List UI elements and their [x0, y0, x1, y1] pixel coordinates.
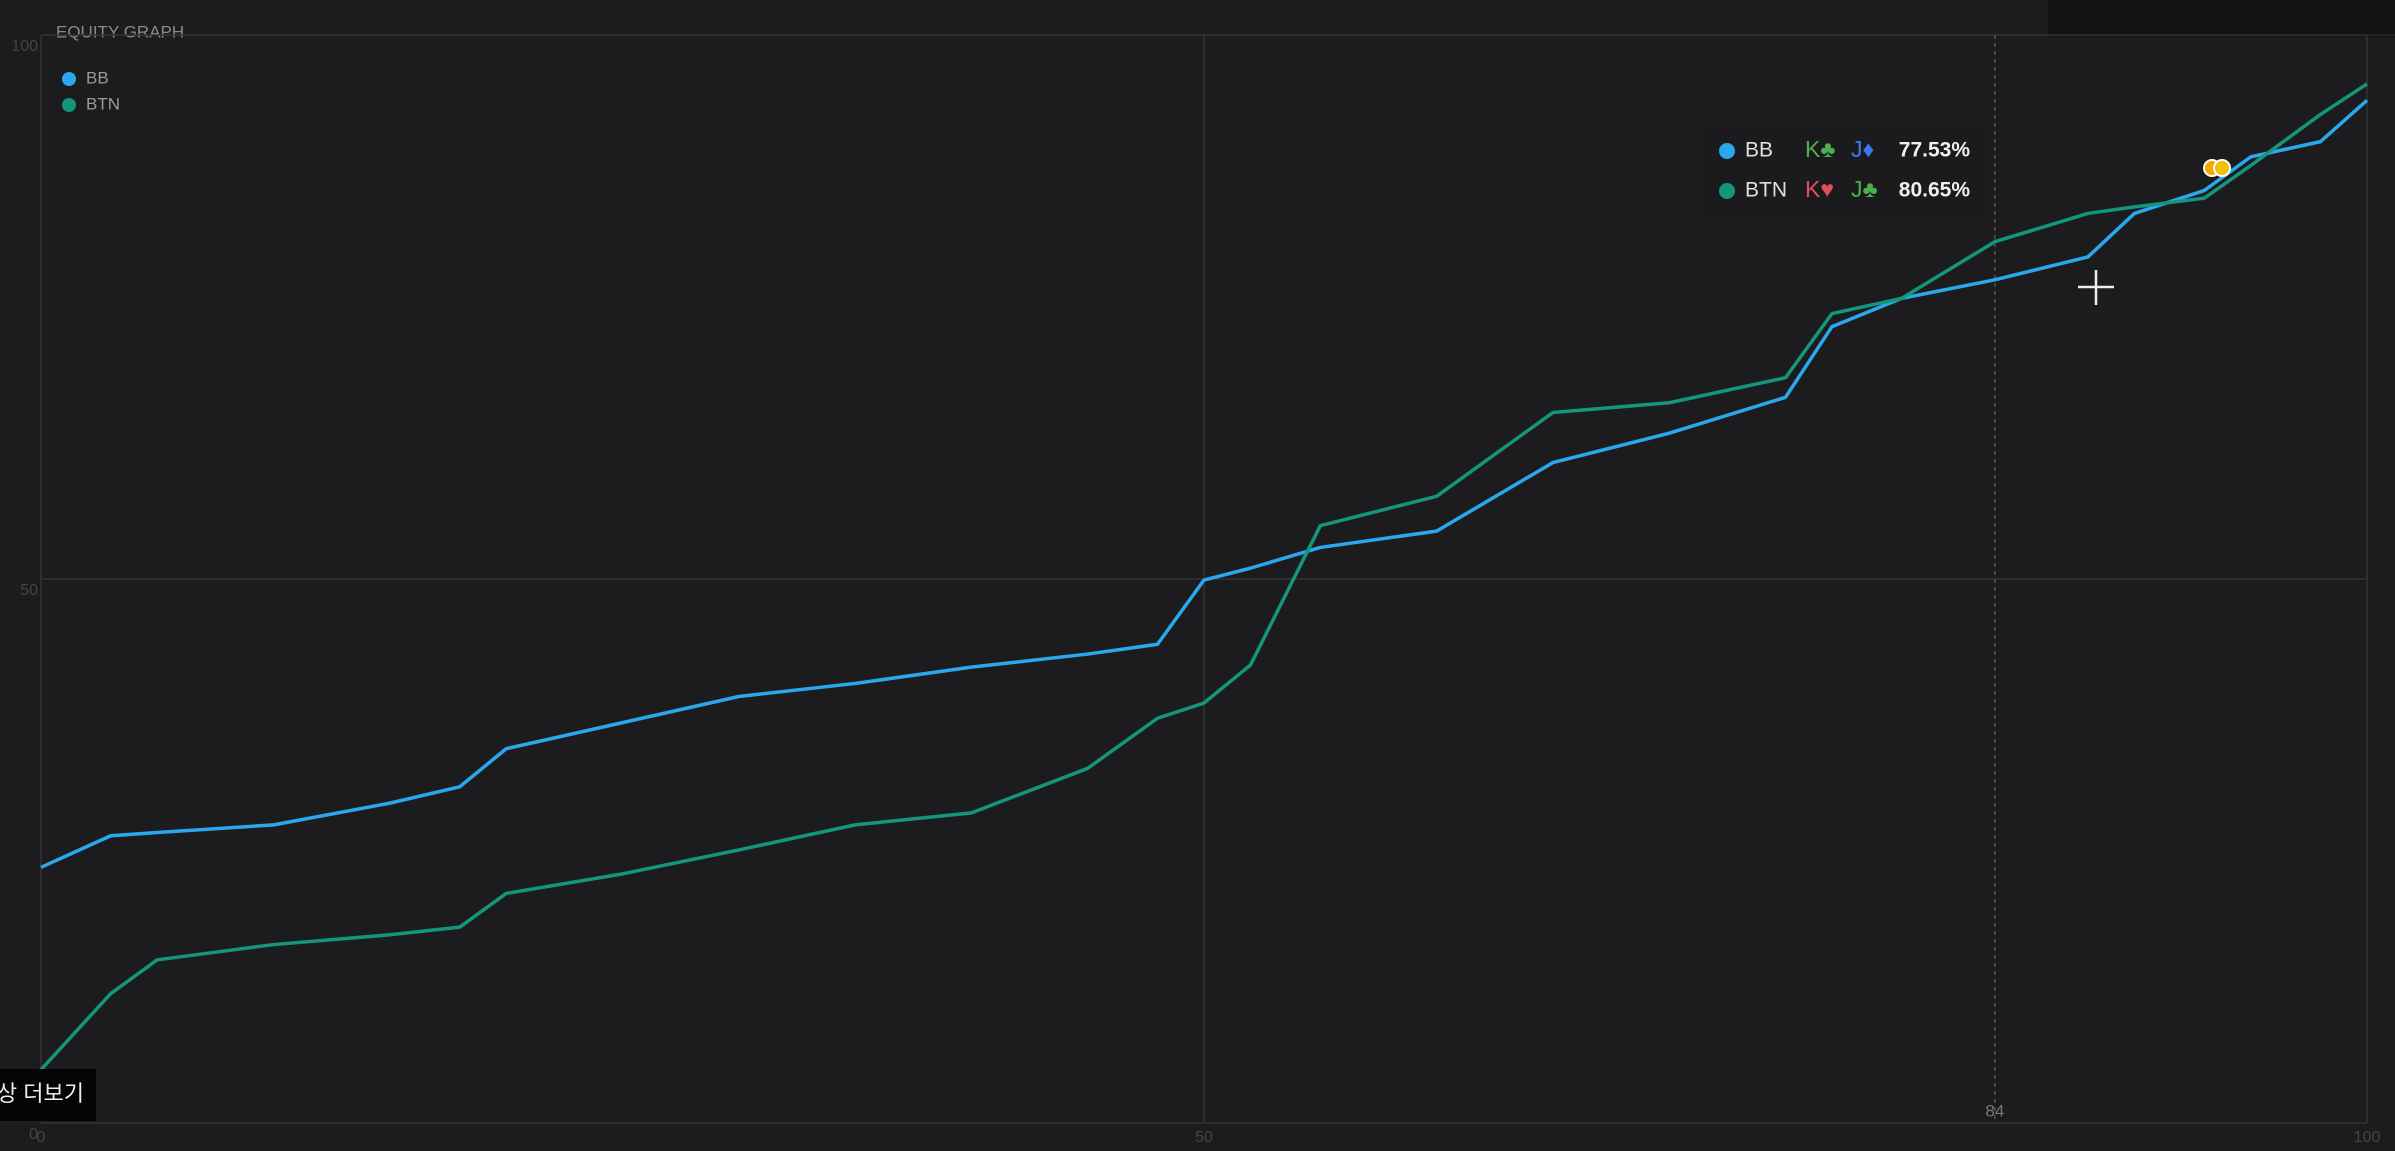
tooltip-equity: 77.53%	[1899, 139, 1971, 162]
y-tick-label: 50	[20, 582, 38, 599]
hover-x-label: 84	[1985, 1101, 2004, 1120]
legend-label[interactable]: BB	[86, 68, 109, 87]
tooltip-swatch	[1719, 143, 1735, 159]
y-tick-label: 100	[11, 38, 38, 55]
series-line	[40, 98, 2369, 869]
more-button[interactable]: 상 더보기	[0, 1081, 84, 1106]
x-tick-label: 0	[37, 1129, 46, 1146]
legend-swatch	[62, 72, 76, 86]
tooltip-card: J♦	[1851, 136, 1874, 162]
series-line	[39, 82, 2368, 1071]
tooltip-equity: 80.65%	[1899, 179, 1971, 202]
hover-dot	[2213, 159, 2231, 177]
tooltip-card: K♣	[1805, 136, 1835, 162]
top-panel	[2048, 0, 2395, 37]
cursor	[2078, 270, 2114, 305]
y-tick-label: 0	[29, 1126, 38, 1143]
x-tick-label: 50	[1195, 1129, 1213, 1146]
tooltip-card: K♥	[1805, 176, 1834, 202]
tooltip-name: BTN	[1745, 179, 1787, 202]
more-button-bg[interactable]	[0, 1069, 96, 1121]
tooltip-swatch	[1719, 183, 1735, 199]
tooltip-card: J♣	[1851, 176, 1878, 202]
chart-title: EQUITY GRAPH	[56, 22, 184, 41]
tooltip-name: BB	[1745, 139, 1773, 162]
legend-label[interactable]: BTN	[86, 94, 120, 113]
tooltip-bg	[1700, 128, 1985, 220]
x-tick-label: 100	[2354, 1129, 2381, 1146]
legend-swatch	[62, 98, 76, 112]
